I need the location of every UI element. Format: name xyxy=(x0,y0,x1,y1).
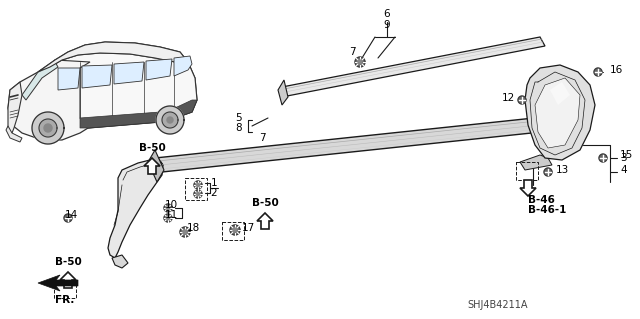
Polygon shape xyxy=(6,126,22,142)
Text: FR.: FR. xyxy=(55,295,75,305)
Polygon shape xyxy=(8,42,197,140)
Text: 5: 5 xyxy=(236,113,242,123)
Bar xyxy=(185,178,207,200)
Polygon shape xyxy=(39,119,57,137)
Text: B-50: B-50 xyxy=(54,257,81,267)
Text: 10: 10 xyxy=(165,200,178,210)
Polygon shape xyxy=(196,192,200,196)
Text: 6: 6 xyxy=(384,9,390,19)
Text: 12: 12 xyxy=(502,93,515,103)
Text: 13: 13 xyxy=(556,165,568,175)
Text: 17: 17 xyxy=(241,223,255,233)
Polygon shape xyxy=(146,59,172,80)
Polygon shape xyxy=(257,213,273,229)
Text: 9: 9 xyxy=(384,20,390,30)
Polygon shape xyxy=(535,78,580,148)
Polygon shape xyxy=(156,106,184,134)
Polygon shape xyxy=(194,181,202,189)
Polygon shape xyxy=(162,112,178,128)
Text: 3: 3 xyxy=(620,153,627,163)
Polygon shape xyxy=(166,216,170,219)
Polygon shape xyxy=(282,37,545,96)
Bar xyxy=(54,280,76,298)
Polygon shape xyxy=(164,204,172,212)
Text: 2: 2 xyxy=(211,188,218,198)
Polygon shape xyxy=(544,168,552,176)
Polygon shape xyxy=(525,65,595,160)
Text: 15: 15 xyxy=(620,150,633,160)
Polygon shape xyxy=(194,190,202,198)
Polygon shape xyxy=(594,68,602,76)
Polygon shape xyxy=(82,65,112,88)
Text: 14: 14 xyxy=(65,210,78,220)
Text: 16: 16 xyxy=(610,65,623,75)
Polygon shape xyxy=(58,68,80,90)
Polygon shape xyxy=(50,53,197,128)
Polygon shape xyxy=(599,154,607,162)
Polygon shape xyxy=(8,82,22,133)
Text: 1: 1 xyxy=(211,178,218,188)
Polygon shape xyxy=(155,116,560,172)
Polygon shape xyxy=(148,150,164,182)
Bar xyxy=(222,222,244,240)
Polygon shape xyxy=(64,214,72,222)
Polygon shape xyxy=(355,57,365,67)
Polygon shape xyxy=(183,230,187,234)
Polygon shape xyxy=(32,112,64,144)
Polygon shape xyxy=(114,62,144,84)
Polygon shape xyxy=(166,206,170,210)
Polygon shape xyxy=(358,60,362,64)
Text: 7: 7 xyxy=(259,133,266,143)
Polygon shape xyxy=(112,255,128,268)
Polygon shape xyxy=(38,42,188,72)
Text: B-50: B-50 xyxy=(252,198,278,208)
Polygon shape xyxy=(44,124,52,132)
Polygon shape xyxy=(38,275,78,291)
Polygon shape xyxy=(108,158,163,258)
Polygon shape xyxy=(180,227,190,237)
Polygon shape xyxy=(60,272,76,288)
Polygon shape xyxy=(144,158,160,174)
Text: B-50: B-50 xyxy=(139,143,165,153)
Text: 11: 11 xyxy=(164,210,178,220)
Polygon shape xyxy=(174,56,192,76)
Polygon shape xyxy=(233,228,237,232)
Polygon shape xyxy=(278,80,288,105)
Text: 7: 7 xyxy=(349,47,355,57)
Polygon shape xyxy=(164,214,172,222)
Polygon shape xyxy=(520,155,552,170)
Polygon shape xyxy=(167,117,173,123)
Polygon shape xyxy=(230,225,240,235)
Polygon shape xyxy=(22,62,58,100)
Text: 4: 4 xyxy=(620,165,627,175)
Bar xyxy=(516,162,538,180)
Polygon shape xyxy=(520,180,536,196)
Text: SHJ4B4211A: SHJ4B4211A xyxy=(468,300,528,310)
Text: 8: 8 xyxy=(236,123,242,133)
Polygon shape xyxy=(518,96,526,104)
Polygon shape xyxy=(550,82,570,105)
Polygon shape xyxy=(196,183,200,187)
Text: 18: 18 xyxy=(187,223,200,233)
Text: B-46: B-46 xyxy=(528,195,555,205)
Text: B-46-1: B-46-1 xyxy=(528,205,566,215)
Polygon shape xyxy=(80,100,197,128)
